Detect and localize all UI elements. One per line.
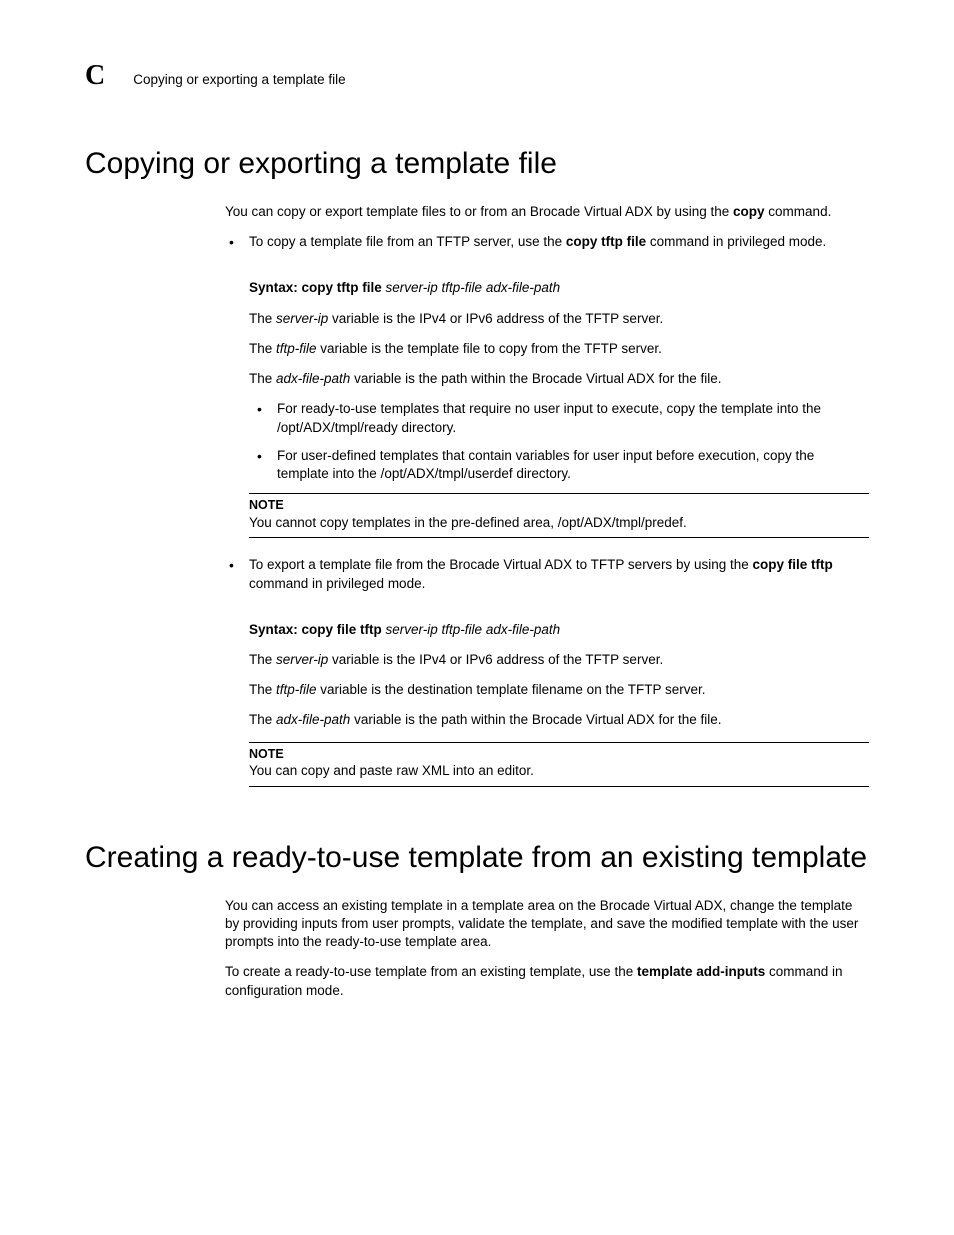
inner-list: For ready-to-use templates that require …: [249, 400, 869, 483]
var-desc: The tftp-file variable is the destinatio…: [249, 681, 869, 699]
syntax-cmd: copy tftp file: [302, 280, 382, 295]
var-desc: The server-ip variable is the IPv4 or IP…: [249, 310, 869, 328]
bullet2-cmd: copy file tftp: [753, 557, 833, 572]
intro-b-para: You can access an existing template in a…: [225, 897, 869, 952]
syntax-label: Syntax:: [249, 622, 302, 637]
t: The: [249, 712, 276, 727]
section-body-a: You can copy or export template files to…: [225, 203, 869, 787]
heading-copying-exporting: Copying or exporting a template file: [85, 147, 869, 181]
section-letter: C: [85, 60, 105, 92]
syntax-label: Syntax:: [249, 280, 302, 295]
syntax-args: server-ip tftp-file adx-file-path: [382, 622, 560, 637]
var: adx-file-path: [276, 371, 350, 386]
cmd: template add-inputs: [637, 964, 765, 979]
t: The: [249, 682, 276, 697]
intro-b2-para: To create a ready-to-use template from a…: [225, 963, 869, 999]
note-title: NOTE: [249, 746, 869, 763]
t: The: [249, 652, 276, 667]
t: The: [249, 341, 276, 356]
note-block-2: NOTE You can copy and paste raw XML into…: [249, 742, 869, 787]
bullet1-text-b: command in privileged mode.: [646, 234, 826, 249]
t: variable is the path within the Brocade …: [350, 371, 721, 386]
var: tftp-file: [276, 341, 317, 356]
var-desc: The tftp-file variable is the template f…: [249, 340, 869, 358]
var-desc: The adx-file-path variable is the path w…: [249, 711, 869, 729]
header-breadcrumb: Copying or exporting a template file: [133, 72, 345, 87]
t: The: [249, 311, 276, 326]
note-body: You can copy and paste raw XML into an e…: [249, 762, 869, 780]
t: To create a ready-to-use template from a…: [225, 964, 637, 979]
bullet2-text-b: command in privileged mode.: [249, 576, 425, 591]
t: The: [249, 371, 276, 386]
var: server-ip: [276, 652, 328, 667]
bullet1-cmd: copy tftp file: [566, 234, 646, 249]
var: server-ip: [276, 311, 328, 326]
note-body: You cannot copy templates in the pre-def…: [249, 514, 869, 532]
list-item: For user-defined templates that contain …: [249, 447, 869, 483]
outer-list-2: To export a template file from the Broca…: [225, 556, 869, 592]
var-desc: The adx-file-path variable is the path w…: [249, 370, 869, 388]
syntax-line-2: Syntax: copy file tftp server-ip tftp-fi…: [249, 621, 869, 639]
t: variable is the IPv4 or IPv6 address of …: [328, 311, 663, 326]
note-block-1: NOTE You cannot copy templates in the pr…: [249, 493, 869, 538]
list-item: For ready-to-use templates that require …: [249, 400, 869, 436]
t: variable is the destination template fil…: [317, 682, 706, 697]
heading-creating-ready: Creating a ready-to-use template from an…: [85, 841, 869, 875]
bullet2-text-a: To export a template file from the Broca…: [249, 557, 753, 572]
syntax-block-1: Syntax: copy tftp file server-ip tftp-fi…: [249, 279, 869, 538]
inner1-text: For ready-to-use templates that require …: [277, 401, 821, 434]
section-body-b: You can access an existing template in a…: [225, 897, 869, 1000]
outer-list: To copy a template file from an TFTP ser…: [225, 233, 869, 251]
var-desc: The server-ip variable is the IPv4 or IP…: [249, 651, 869, 669]
syntax-line-1: Syntax: copy tftp file server-ip tftp-fi…: [249, 279, 869, 297]
bullet1-text-a: To copy a template file from an TFTP ser…: [249, 234, 566, 249]
intro-text-a: You can copy or export template files to…: [225, 204, 733, 219]
page-header: C Copying or exporting a template file: [85, 60, 869, 92]
syntax-cmd: copy file tftp: [302, 622, 382, 637]
t: variable is the path within the Brocade …: [350, 712, 721, 727]
intro-text-b: command.: [765, 204, 832, 219]
inner2-text: For user-defined templates that contain …: [277, 448, 814, 481]
intro-cmd: copy: [733, 204, 765, 219]
list-item: To copy a template file from an TFTP ser…: [225, 233, 869, 251]
section-gap: [85, 805, 869, 841]
note-title: NOTE: [249, 497, 869, 514]
var: adx-file-path: [276, 712, 350, 727]
syntax-block-2: Syntax: copy file tftp server-ip tftp-fi…: [249, 621, 869, 787]
t: variable is the IPv4 or IPv6 address of …: [328, 652, 663, 667]
page-content: C Copying or exporting a template file C…: [0, 0, 954, 1000]
t: variable is the template file to copy fr…: [317, 341, 662, 356]
intro-paragraph: You can copy or export template files to…: [225, 203, 869, 221]
var: tftp-file: [276, 682, 317, 697]
syntax-args: server-ip tftp-file adx-file-path: [382, 280, 560, 295]
list-item: To export a template file from the Broca…: [225, 556, 869, 592]
